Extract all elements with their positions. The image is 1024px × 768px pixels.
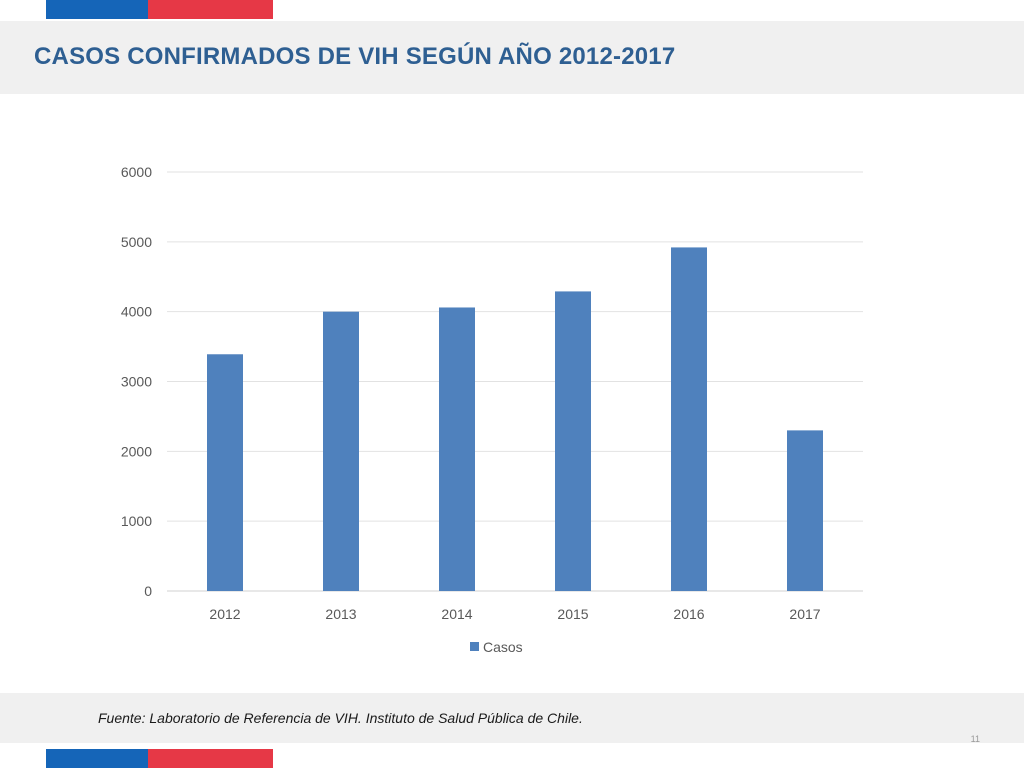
x-axis-ticks: 2012 2013 2014 2015 2016 2017 — [209, 606, 820, 622]
x-tick-label: 2016 — [673, 606, 704, 622]
chart-bars — [207, 247, 823, 592]
chart-gridlines — [167, 171, 863, 592]
top-flag-stripe — [46, 0, 273, 19]
flag-red-segment — [148, 0, 273, 19]
legend-swatch — [470, 642, 479, 651]
title-band — [0, 21, 1024, 94]
footer-band — [0, 693, 1024, 743]
bar-2015 — [555, 291, 591, 591]
chart-legend: Casos — [470, 639, 523, 655]
y-tick-label: 3000 — [121, 374, 152, 390]
x-tick-label: 2013 — [325, 606, 356, 622]
y-tick-label: 6000 — [121, 164, 152, 180]
x-tick-label: 2014 — [441, 606, 472, 622]
y-tick-label: 1000 — [121, 513, 152, 529]
source-note: Fuente: Laboratorio de Referencia de VIH… — [98, 710, 583, 726]
y-axis-ticks: 0 1000 2000 3000 4000 5000 6000 — [121, 164, 152, 599]
slide-title: CASOS CONFIRMADOS DE VIH SEGÚN AÑO 2012-… — [34, 43, 676, 70]
x-tick-label: 2017 — [789, 606, 820, 622]
page-number: 11 — [970, 734, 980, 744]
y-tick-label: 4000 — [121, 304, 152, 320]
bar-2013 — [323, 311, 359, 591]
legend-label: Casos — [483, 639, 523, 655]
y-tick-label: 5000 — [121, 234, 152, 250]
bar-2017 — [787, 430, 823, 591]
x-tick-label: 2015 — [557, 606, 588, 622]
bar-2012 — [207, 354, 243, 591]
flag-blue-segment — [46, 749, 148, 768]
y-tick-label: 2000 — [121, 443, 152, 459]
x-tick-label: 2012 — [209, 606, 240, 622]
flag-blue-segment — [46, 0, 148, 19]
bottom-flag-stripe — [46, 749, 273, 768]
bar-2014 — [439, 307, 475, 591]
flag-red-segment — [148, 749, 273, 768]
y-tick-label: 0 — [144, 583, 152, 599]
bar-2016 — [671, 247, 707, 592]
